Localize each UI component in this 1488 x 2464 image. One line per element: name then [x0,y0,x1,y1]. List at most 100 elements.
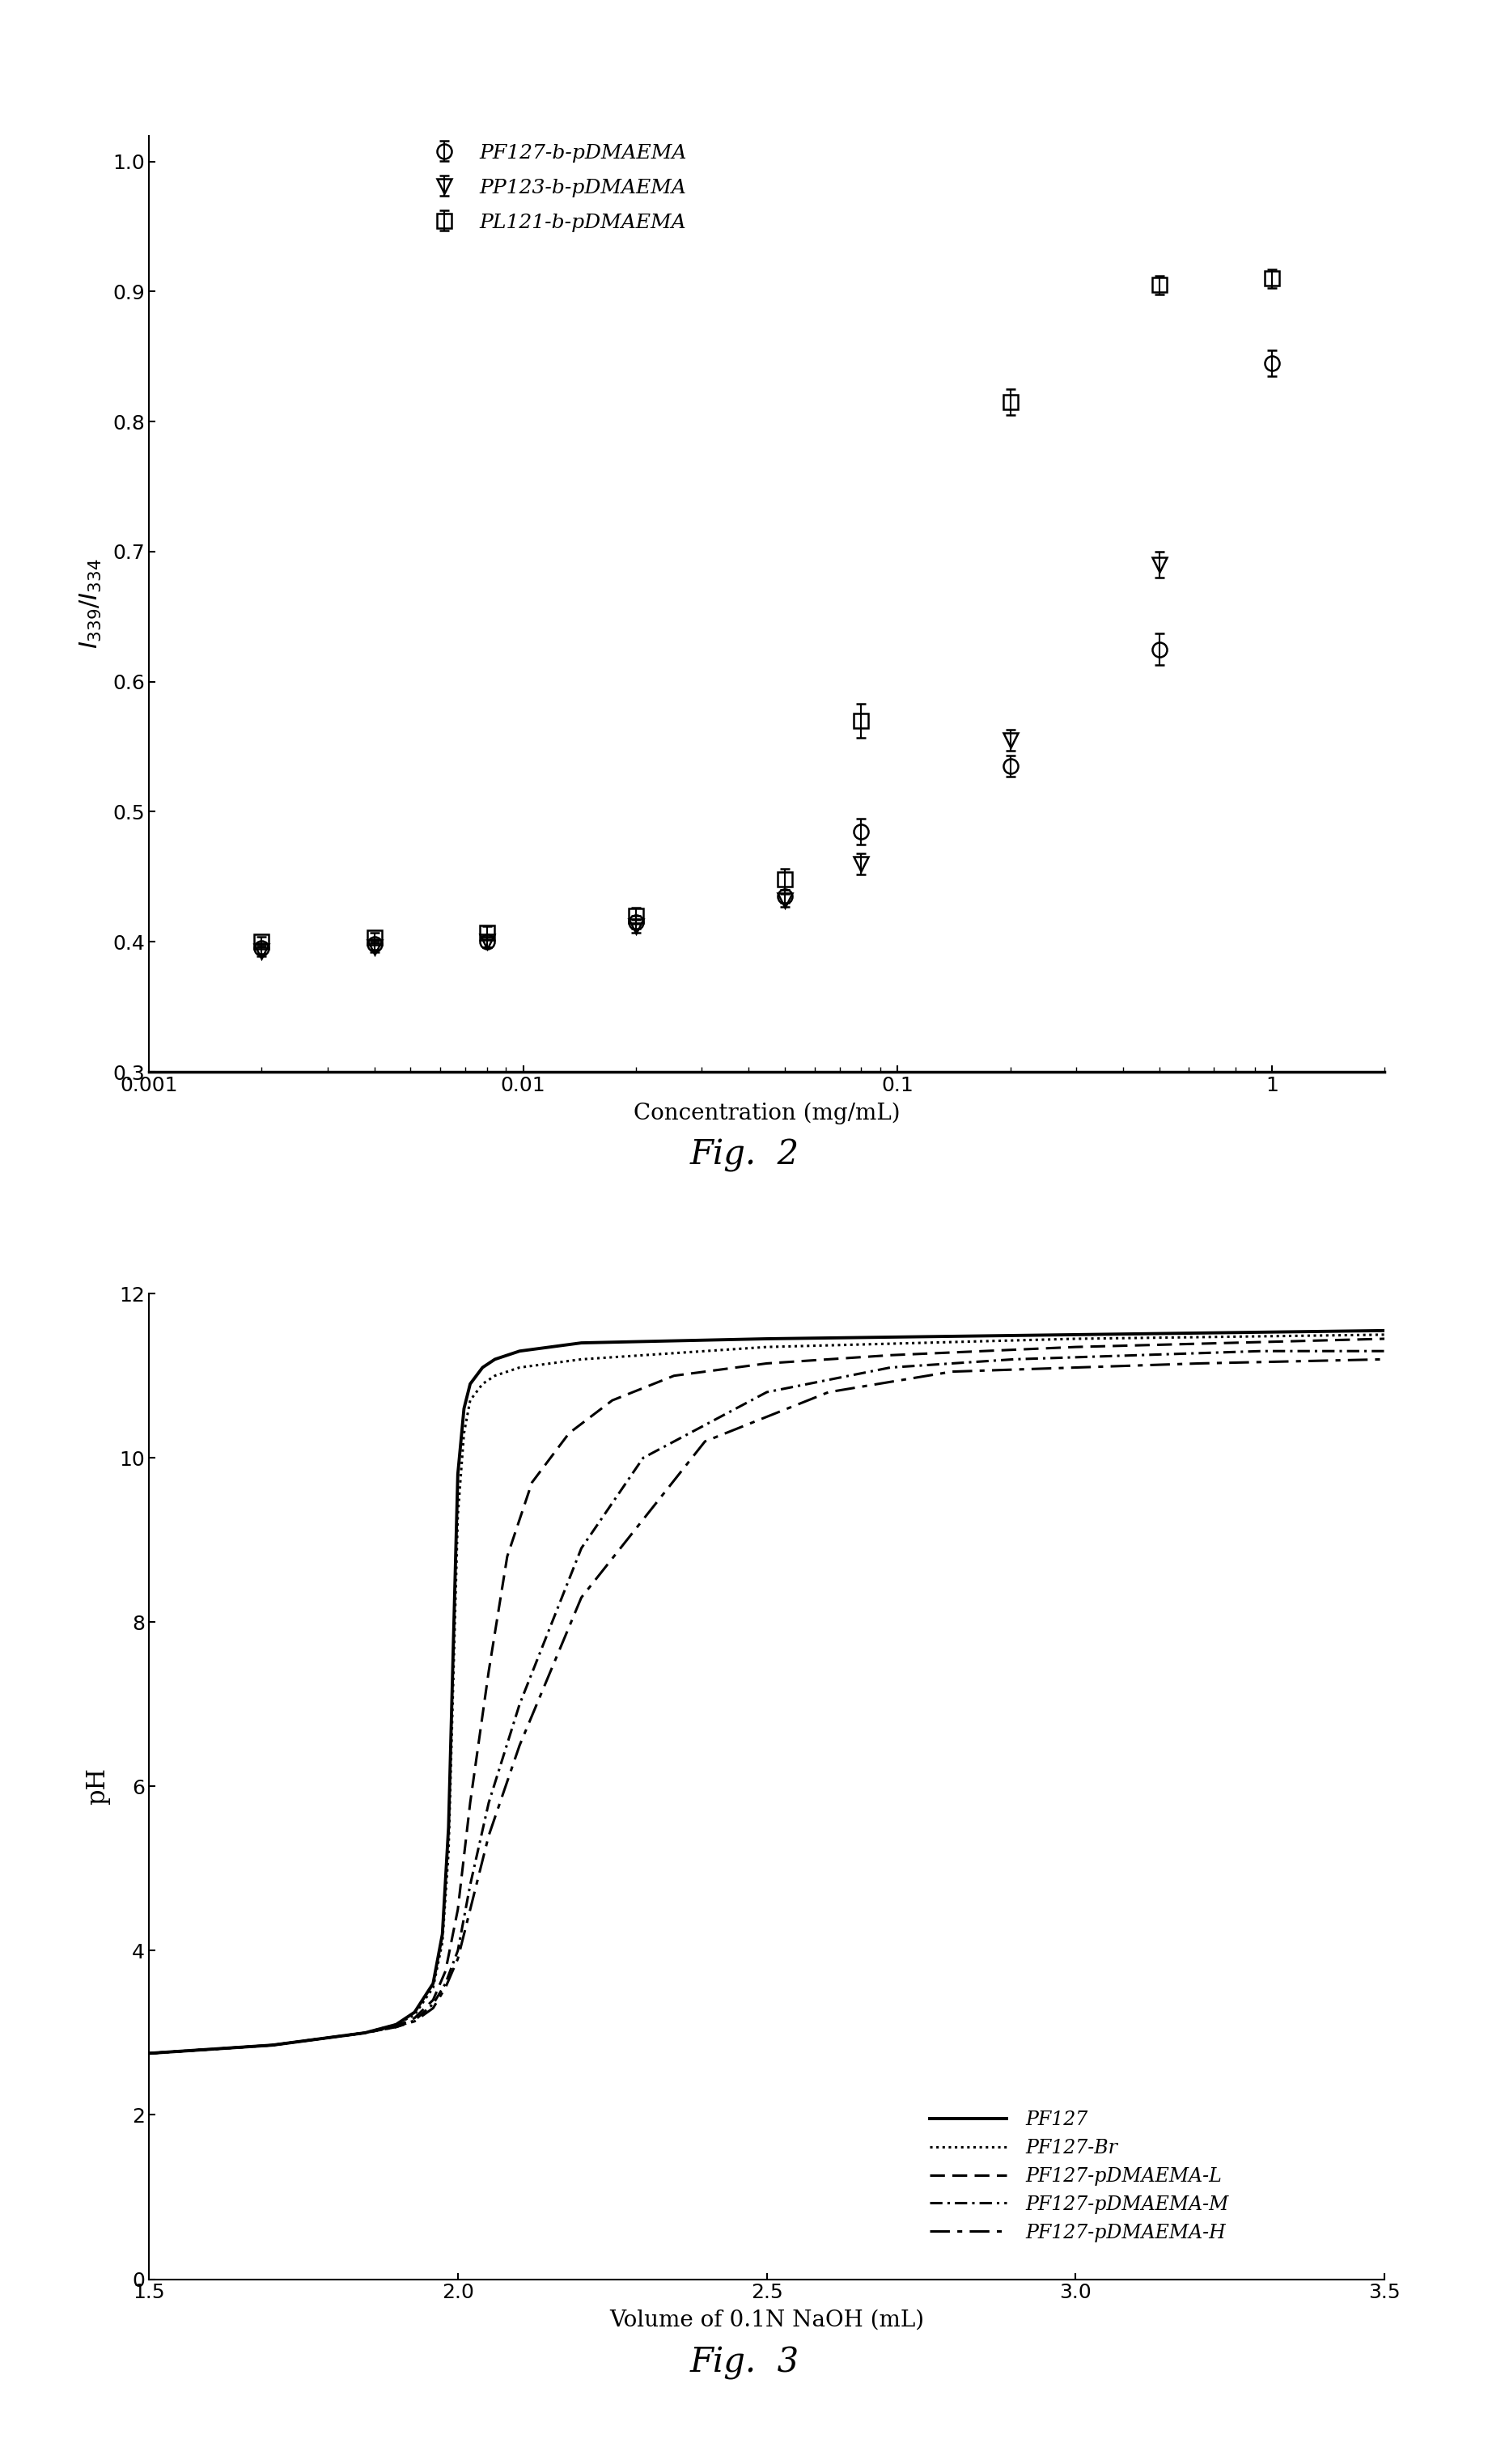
PF127-pDMAEMA-H [479,1821,497,1850]
PF127-pDMAEMA-L [436,1956,454,1986]
Line: PF127-pDMAEMA-M: PF127-pDMAEMA-M [149,1350,1384,2053]
PF127-Br [356,2018,373,2048]
PF127-pDMAEMA-L [324,2023,342,2053]
PF127-pDMAEMA-L [881,1340,899,1370]
PF127-pDMAEMA-H [510,1730,528,1759]
PF127-Br [485,1360,503,1390]
PF127-pDMAEMA-L [140,2038,158,2067]
PF127-pDMAEMA-M [424,1988,442,2018]
PF127-Br [263,2030,281,2060]
PF127-pDMAEMA-L [387,2011,405,2040]
PF127 [510,1335,528,1365]
PF127-Br [433,1927,451,1956]
Legend: PF127-b-pDMAEMA, PP123-b-pDMAEMA, PL121-b-pDMAEMA: PF127-b-pDMAEMA, PP123-b-pDMAEMA, PL121-… [421,136,695,239]
PF127 [356,2018,373,2048]
PF127-pDMAEMA-H [943,1358,961,1387]
PF127-Br [324,2023,342,2053]
PF127 [439,1814,457,1843]
PF127 [485,1345,503,1375]
PF127-pDMAEMA-M [881,1353,899,1382]
PF127-pDMAEMA-L [1065,1333,1083,1363]
PF127-pDMAEMA-M [140,2038,158,2067]
PF127-pDMAEMA-H [387,2013,405,2043]
PF127-pDMAEMA-L [405,2003,423,2033]
PF127 [461,1370,479,1400]
PF127-pDMAEMA-H [573,1582,591,1611]
PF127-pDMAEMA-L [1375,1323,1393,1353]
PF127 [1065,1321,1083,1350]
PF127-pDMAEMA-M [387,2013,405,2043]
PF127-Br [455,1419,473,1449]
Line: PF127-pDMAEMA-H: PF127-pDMAEMA-H [149,1360,1384,2053]
PF127-Br [573,1345,591,1375]
PF127-Br [439,1838,457,1868]
Text: Fig.  3: Fig. 3 [689,2346,799,2380]
PF127-Br [449,1501,467,1530]
Text: Fig.  2: Fig. 2 [689,1138,799,1173]
PF127-pDMAEMA-L [665,1360,683,1390]
Line: PF127-Br: PF127-Br [149,1335,1384,2053]
PF127-pDMAEMA-M [356,2018,373,2048]
PF127-pDMAEMA-M [1004,1345,1022,1375]
PF127 [757,1323,775,1353]
PF127-pDMAEMA-H [1375,1345,1393,1375]
PF127-pDMAEMA-L [202,2035,220,2065]
PF127-pDMAEMA-H [1190,1348,1208,1377]
PF127-pDMAEMA-M [479,1789,497,1818]
Line: PF127-pDMAEMA-L: PF127-pDMAEMA-L [149,1338,1384,2053]
PF127-pDMAEMA-M [1375,1335,1393,1365]
PF127 [1375,1316,1393,1345]
PF127-Br [140,2038,158,2067]
PF127-pDMAEMA-M [436,1969,454,1998]
PF127-pDMAEMA-L [522,1469,540,1498]
X-axis label: Concentration (mg/mL): Concentration (mg/mL) [632,1101,900,1124]
PF127-pDMAEMA-H [324,2023,342,2053]
PF127-pDMAEMA-L [757,1348,775,1377]
PF127-pDMAEMA-M [1128,1340,1146,1370]
PF127 [573,1328,591,1358]
PF127-pDMAEMA-H [202,2035,220,2065]
PF127-pDMAEMA-M [263,2030,281,2060]
PF127 [202,2035,220,2065]
PF127-Br [405,2001,423,2030]
PF127-pDMAEMA-M [1251,1335,1269,1365]
PF127-pDMAEMA-L [603,1385,620,1414]
PF127-Br [510,1353,528,1382]
PF127-pDMAEMA-H [695,1427,714,1456]
PF127-Br [757,1333,775,1363]
PF127 [424,1969,442,1998]
PF127 [405,1998,423,2028]
PF127-pDMAEMA-H [1065,1353,1083,1382]
PF127-Br [424,1974,442,2003]
PF127-Br [461,1385,479,1414]
PF127 [433,1919,451,1949]
PF127-pDMAEMA-M [449,1937,467,1966]
PF127-Br [1375,1321,1393,1350]
PF127 [449,1459,467,1488]
PF127-Br [387,2011,405,2040]
Legend: PF127, PF127-Br, PF127-pDMAEMA-L, PF127-pDMAEMA-M, PF127-pDMAEMA-H: PF127, PF127-Br, PF127-pDMAEMA-L, PF127-… [921,2104,1235,2250]
PF127-pDMAEMA-M [202,2035,220,2065]
X-axis label: Volume of 0.1N NaOH (mL): Volume of 0.1N NaOH (mL) [609,2309,924,2331]
PF127-pDMAEMA-H [424,1993,442,2023]
PF127 [387,2011,405,2040]
PF127-pDMAEMA-H [461,1895,479,1924]
PF127-pDMAEMA-L [449,1895,467,1924]
PF127-Br [202,2035,220,2065]
PF127-pDMAEMA-L [356,2018,373,2048]
PF127-pDMAEMA-H [140,2038,158,2067]
PF127-pDMAEMA-H [356,2018,373,2048]
PF127-pDMAEMA-M [757,1377,775,1407]
Y-axis label: $\mathit{I}_{339}/\mathit{I}_{334}$: $\mathit{I}_{339}/\mathit{I}_{334}$ [79,559,104,648]
PF127-pDMAEMA-L [263,2030,281,2060]
PF127-pDMAEMA-L [559,1419,577,1449]
PF127-pDMAEMA-L [461,1789,479,1818]
PF127-Br [1065,1323,1083,1353]
PF127-pDMAEMA-M [573,1533,591,1562]
PF127-pDMAEMA-M [461,1870,479,1900]
PF127-pDMAEMA-L [479,1656,497,1685]
PF127-pDMAEMA-H [263,2030,281,2060]
PF127 [140,2038,158,2067]
PF127 [473,1353,491,1382]
PF127-pDMAEMA-H [449,1944,467,1974]
